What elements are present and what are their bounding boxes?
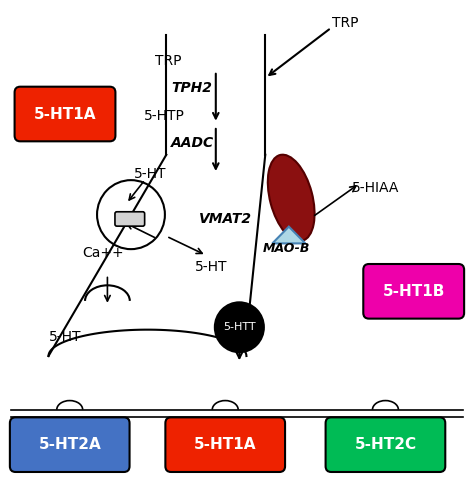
FancyBboxPatch shape [165, 417, 285, 472]
Text: TPH2: TPH2 [172, 80, 213, 94]
Text: 5-HT1B: 5-HT1B [383, 284, 445, 299]
Text: 5-HT: 5-HT [134, 167, 166, 181]
Text: TRP: TRP [155, 54, 182, 68]
Text: 5-HTT: 5-HTT [223, 322, 255, 332]
FancyBboxPatch shape [10, 417, 129, 472]
Text: 5-HT: 5-HT [195, 260, 228, 274]
FancyBboxPatch shape [115, 212, 145, 226]
Text: 5-HIAA: 5-HIAA [352, 181, 400, 195]
Ellipse shape [268, 155, 315, 241]
Text: 5-HT: 5-HT [49, 330, 81, 344]
Text: MAO-B: MAO-B [263, 241, 310, 254]
Text: 5-HT2A: 5-HT2A [38, 437, 101, 452]
Polygon shape [273, 227, 305, 243]
Text: Ca++: Ca++ [82, 246, 124, 260]
Text: 5-HT2C: 5-HT2C [355, 437, 417, 452]
FancyBboxPatch shape [15, 87, 116, 141]
FancyBboxPatch shape [326, 417, 445, 472]
Text: 5-HTP: 5-HTP [144, 109, 184, 123]
Text: TRP: TRP [332, 16, 359, 30]
FancyBboxPatch shape [363, 264, 464, 319]
Circle shape [215, 302, 264, 352]
Text: AADC: AADC [171, 136, 214, 150]
Text: 5-HT1A: 5-HT1A [34, 107, 96, 121]
Text: 5-HT1A: 5-HT1A [194, 437, 256, 452]
Text: VMAT2: VMAT2 [199, 213, 252, 227]
